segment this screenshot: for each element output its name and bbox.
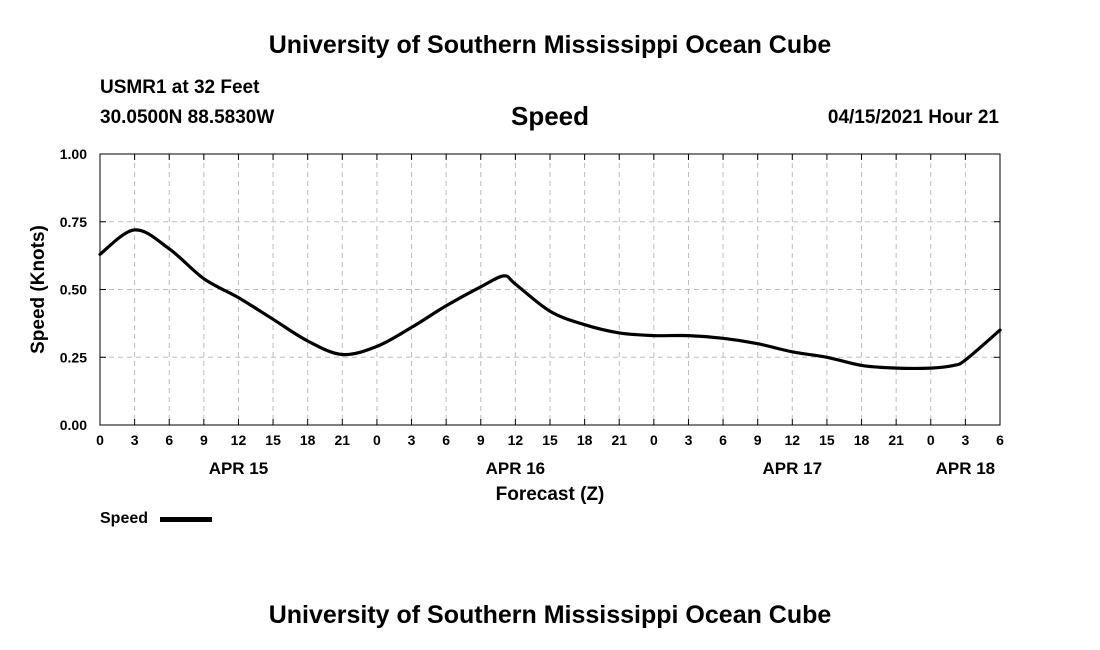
x-tick-label: 3 (131, 432, 139, 448)
datetime-label: 04/15/2021 Hour 21 (827, 107, 999, 128)
x-tick-label: 6 (996, 432, 1004, 448)
x-day-label: APR 16 (486, 459, 546, 478)
x-tick-label: 9 (477, 432, 485, 448)
x-tick-label: 15 (265, 432, 281, 448)
x-tick-label: 12 (508, 432, 524, 448)
x-day-label: APR 15 (209, 459, 269, 478)
x-tick-label: 18 (577, 432, 593, 448)
y-tick-label: 1.00 (60, 146, 87, 162)
x-tick-label: 18 (300, 432, 316, 448)
x-tick-label: 3 (685, 432, 693, 448)
x-tick-label: 0 (927, 432, 935, 448)
x-axis-title: Forecast (Z) (496, 484, 605, 505)
legend-swatch (160, 517, 212, 522)
y-tick-label: 0.00 (60, 417, 87, 433)
x-tick-label: 6 (442, 432, 450, 448)
x-tick-label: 0 (373, 432, 381, 448)
x-tick-label: 12 (785, 432, 801, 448)
x-day-label: APR 17 (763, 459, 823, 478)
station-label: USMR1 at 32 Feet (100, 77, 260, 98)
x-tick-label: 3 (408, 432, 416, 448)
chart-title-bottom: University of Southern Mississippi Ocean… (268, 601, 832, 629)
x-tick-label: 15 (542, 432, 558, 448)
x-tick-label: 21 (888, 432, 904, 448)
x-day-label: APR 18 (936, 459, 996, 478)
y-axis-title: Speed (Knots) (28, 225, 49, 354)
y-tick-label: 0.50 (60, 282, 87, 298)
x-tick-label: 0 (96, 432, 104, 448)
x-tick-label: 21 (611, 432, 627, 448)
x-tick-label: 12 (231, 432, 247, 448)
x-tick-label: 6 (719, 432, 727, 448)
x-tick-label: 0 (650, 432, 658, 448)
chart-title-top: University of Southern Mississippi Ocean… (268, 31, 832, 59)
legend-label: Speed (100, 510, 149, 527)
series-line-speed (98, 228, 1002, 370)
x-tick-label: 9 (200, 432, 208, 448)
y-tick-label: 0.25 (60, 349, 87, 365)
variable-title: Speed (510, 101, 590, 131)
x-tick-label: 9 (754, 432, 762, 448)
x-tick-label: 18 (854, 432, 870, 448)
x-tick-label: 21 (335, 432, 351, 448)
x-tick-label: 15 (819, 432, 835, 448)
position-label: 30.0500N 88.5830W (100, 107, 275, 128)
x-tick-label: 3 (961, 432, 969, 448)
y-tick-label: 0.75 (60, 214, 87, 230)
x-tick-label: 6 (165, 432, 173, 448)
